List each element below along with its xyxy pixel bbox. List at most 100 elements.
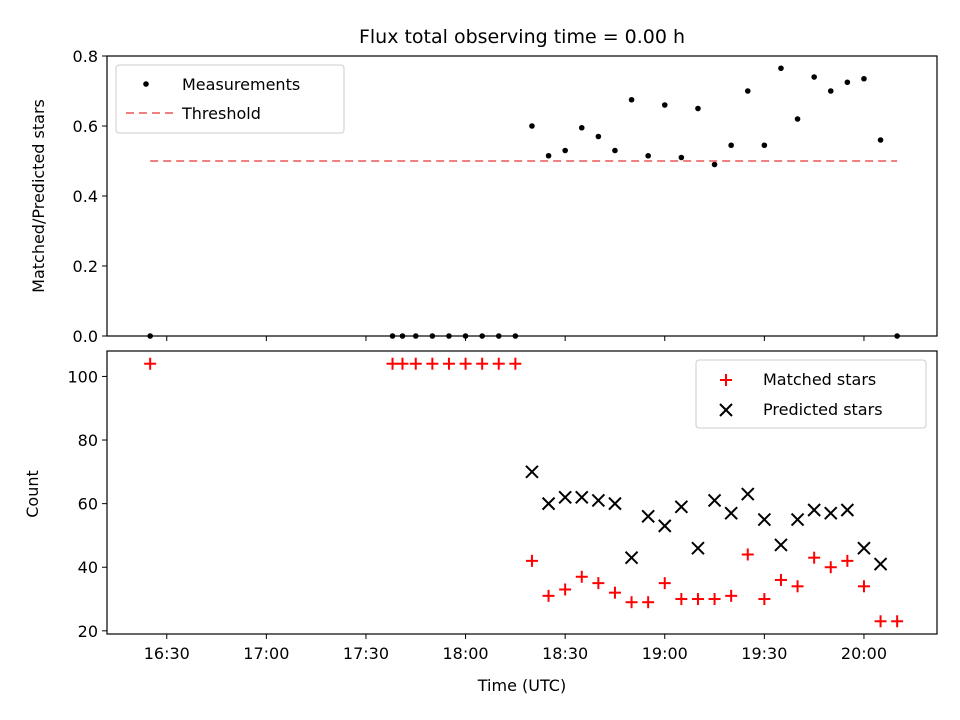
predicted-star-point xyxy=(674,500,689,514)
matched-star-point xyxy=(642,596,655,609)
bottom-x-tick-label: 17:30 xyxy=(343,644,389,663)
bottom-y-tick-label: 100 xyxy=(67,367,98,386)
measurement-point xyxy=(529,123,535,129)
predicted-star-point xyxy=(790,512,805,527)
matched-star-point xyxy=(476,357,489,370)
measurement-point xyxy=(562,147,568,154)
predicted-star-point xyxy=(757,512,772,527)
predicted-star-point xyxy=(641,509,655,524)
predicted-star-point xyxy=(624,550,639,565)
top-legend-box xyxy=(115,64,345,134)
measurement-point xyxy=(678,154,685,161)
bottom-y-axis-label: Count xyxy=(23,470,42,518)
measurement-point xyxy=(761,142,768,149)
predicted-star-point xyxy=(824,506,838,520)
measurement-point xyxy=(612,147,618,154)
predicted-star-point xyxy=(873,557,888,571)
bottom-y-ticks: 20 40 60 80 100 xyxy=(67,367,107,641)
legend-measurements-marker xyxy=(143,81,149,87)
matched-star-point xyxy=(675,593,688,606)
legend-threshold-label: Threshold xyxy=(181,104,261,123)
predicted-star-point xyxy=(857,541,871,555)
predicted-star-point xyxy=(541,496,556,511)
measurement-point xyxy=(711,161,718,168)
x-axis-label: Time (UTC) xyxy=(477,676,566,695)
predicted-star-point xyxy=(707,493,722,508)
matched-star-point xyxy=(808,551,821,564)
measurement-point xyxy=(811,74,817,80)
bottom-x-ticks: 16:30 17:00 17:30 18:00 18:30 19:00 19:30 20:00 xyxy=(144,634,887,663)
top-plot-frame xyxy=(106,55,938,337)
measurement-point xyxy=(695,105,701,112)
measurement-point xyxy=(628,96,635,103)
matched-star-point xyxy=(426,357,439,370)
matched-stars-points xyxy=(144,357,904,628)
matched-star-point xyxy=(492,357,505,370)
bottom-plot-frame xyxy=(106,350,938,635)
bottom-x-tick-label: 18:30 xyxy=(542,644,588,663)
predicted-star-point xyxy=(558,490,572,504)
measurement-point xyxy=(794,116,801,122)
matched-star-point xyxy=(658,577,671,590)
top-y-axis-label: Matched/Predicted stars xyxy=(29,99,48,293)
bottom-x-tick-label: 20:00 xyxy=(841,644,887,663)
matched-star-point xyxy=(708,593,721,606)
predicted-stars-points xyxy=(525,465,888,571)
top-legend: Measurements Threshold xyxy=(115,64,345,134)
bottom-x-tick-label: 19:30 xyxy=(741,644,787,663)
top-y-tick-label: 0.4 xyxy=(73,187,98,206)
top-y-tick-label: 0.8 xyxy=(73,47,98,66)
bottom-legend-box xyxy=(695,359,927,429)
measurement-point xyxy=(877,137,884,143)
matched-star-point xyxy=(874,615,887,628)
predicted-star-point xyxy=(807,503,821,517)
predicted-star-point xyxy=(658,519,672,533)
measurement-point xyxy=(545,152,552,159)
predicted-star-point xyxy=(741,487,755,501)
matched-star-point xyxy=(409,357,422,370)
bottom-x-tick-label: 19:00 xyxy=(642,644,688,663)
matched-star-point xyxy=(691,593,704,606)
measurement-point xyxy=(827,88,834,94)
chart-title: Flux total observing time = 0.00 h xyxy=(359,26,685,48)
predicted-star-point xyxy=(774,538,788,552)
matched-star-point xyxy=(459,357,472,370)
predicted-star-point xyxy=(691,541,705,555)
measurement-point xyxy=(645,152,651,159)
predicted-star-point xyxy=(608,496,622,511)
matched-star-point xyxy=(525,554,538,567)
top-y-tick-label: 0.6 xyxy=(73,117,98,136)
measurement-point xyxy=(595,133,602,140)
matched-star-point xyxy=(891,615,904,628)
bottom-y-tick-label: 20 xyxy=(78,622,98,641)
matched-star-point xyxy=(592,577,605,590)
matched-star-point xyxy=(841,554,854,567)
bottom-panel: 20 40 60 80 100 16:30 17:00 17:30 18:00 18:30 19:… xyxy=(23,350,938,695)
matched-star-point xyxy=(774,573,787,586)
bottom-x-tick-label: 17:00 xyxy=(243,644,289,663)
bottom-x-tick-label: 16:30 xyxy=(144,644,190,663)
measurement-point xyxy=(844,79,851,86)
matched-star-point xyxy=(791,580,804,593)
legend-matched-marker xyxy=(720,374,732,386)
measurement-point xyxy=(744,88,751,94)
bottom-y-tick-label: 60 xyxy=(78,495,98,514)
top-y-tick-label: 0.0 xyxy=(73,327,98,346)
matched-star-point xyxy=(625,596,638,609)
matched-star-point xyxy=(824,561,837,574)
measurement-point xyxy=(728,142,734,149)
matched-star-point xyxy=(857,580,870,593)
matched-star-point xyxy=(741,548,754,561)
top-panel: 0.00.20.40.60.8 Matched/Predicted stars … xyxy=(29,47,938,346)
matched-star-point xyxy=(396,357,409,370)
bottom-y-tick-label: 80 xyxy=(78,431,98,450)
matched-star-point xyxy=(559,583,572,596)
matched-star-point xyxy=(509,357,522,370)
matched-star-point xyxy=(575,570,588,583)
legend-matched-label: Matched stars xyxy=(763,370,876,389)
legend-measurements-label: Measurements xyxy=(182,75,300,94)
predicted-star-point xyxy=(840,503,855,517)
top-y-tick-label: 0.2 xyxy=(73,257,98,276)
matched-star-point xyxy=(542,589,555,602)
